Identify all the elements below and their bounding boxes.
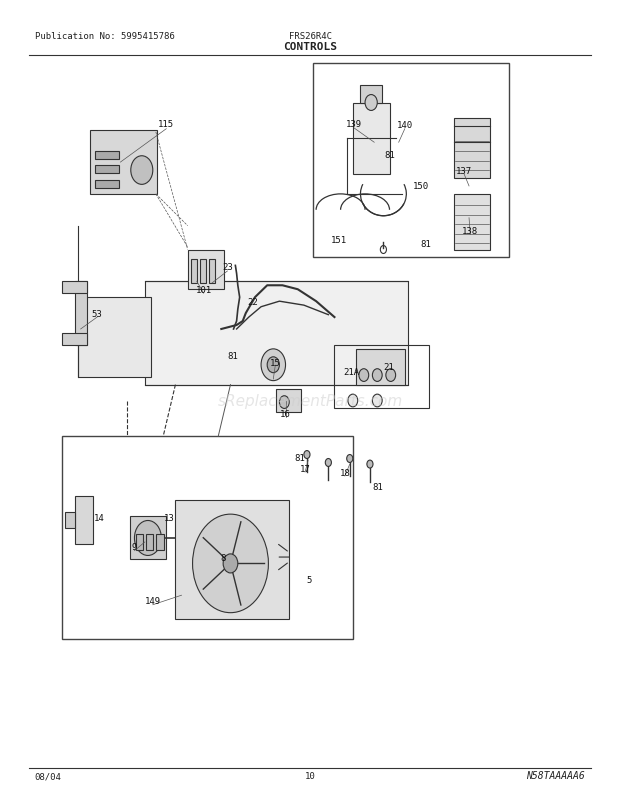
Text: CONTROLS: CONTROLS [283,43,337,52]
Circle shape [131,156,153,185]
Bar [90,132,157,195]
Bar [95,166,119,174]
Circle shape [223,554,238,573]
Text: 10: 10 [304,772,316,780]
Text: 150: 150 [414,182,430,191]
Text: 81: 81 [227,351,237,360]
Text: 18: 18 [340,468,350,477]
Bar [62,282,87,294]
Bar [95,152,119,160]
Bar [65,512,74,528]
Text: 151: 151 [331,236,347,245]
Text: 101: 101 [195,286,211,294]
Bar [78,298,151,377]
Text: 115: 115 [158,120,174,129]
Text: 140: 140 [397,121,413,130]
Bar [130,516,166,560]
Bar [145,282,408,385]
Text: 21: 21 [383,363,394,371]
Text: 81: 81 [372,482,383,491]
Bar [353,103,389,175]
Text: 9: 9 [132,542,137,552]
Text: 14: 14 [94,513,104,522]
Circle shape [267,358,280,373]
Text: 16: 16 [280,409,291,418]
Text: 08/04: 08/04 [35,772,61,780]
Bar [209,260,215,284]
Circle shape [367,460,373,468]
Bar [334,346,429,409]
Circle shape [359,369,369,382]
Bar [74,282,87,346]
Bar [62,334,87,346]
Text: 13: 13 [164,513,175,522]
Text: 22: 22 [248,298,259,306]
Text: 21A: 21A [343,367,360,376]
Text: 23: 23 [222,263,232,272]
Bar [156,534,164,550]
Bar [136,534,143,550]
Text: 81: 81 [421,239,432,249]
Circle shape [326,459,332,467]
Text: 81: 81 [294,454,305,463]
Bar [95,180,119,188]
Circle shape [348,395,358,407]
Text: 138: 138 [462,227,478,236]
Circle shape [386,369,396,382]
Text: 15: 15 [270,358,280,367]
Text: 53: 53 [92,310,102,318]
Circle shape [347,455,353,463]
Text: 17: 17 [299,464,311,473]
Bar [454,195,490,250]
Bar [188,250,224,290]
Text: 139: 139 [346,120,362,129]
Bar [356,350,405,385]
Text: 5: 5 [306,575,311,584]
Circle shape [373,395,382,407]
Bar [200,260,206,284]
Circle shape [193,515,268,613]
Text: 8: 8 [221,553,226,562]
Text: FRS26R4C: FRS26R4C [288,32,332,41]
Bar [277,389,301,413]
Circle shape [365,95,378,111]
Bar [175,500,288,619]
Circle shape [261,350,286,381]
Text: 81: 81 [384,151,395,160]
Circle shape [373,369,382,382]
Bar [62,437,353,639]
Bar [454,119,490,179]
Text: Publication No: 5995415786: Publication No: 5995415786 [35,32,174,41]
Bar [74,496,93,544]
Circle shape [135,520,161,556]
Bar [146,534,153,550]
Text: N58TAAAAA6: N58TAAAAA6 [526,771,585,780]
Text: sReplacementParts.com: sReplacementParts.com [218,394,402,408]
Circle shape [280,396,289,409]
Bar [360,86,382,103]
Circle shape [304,451,310,459]
Text: 137: 137 [456,166,472,176]
Bar [191,260,197,284]
Text: 149: 149 [144,597,161,606]
Bar [313,63,509,258]
